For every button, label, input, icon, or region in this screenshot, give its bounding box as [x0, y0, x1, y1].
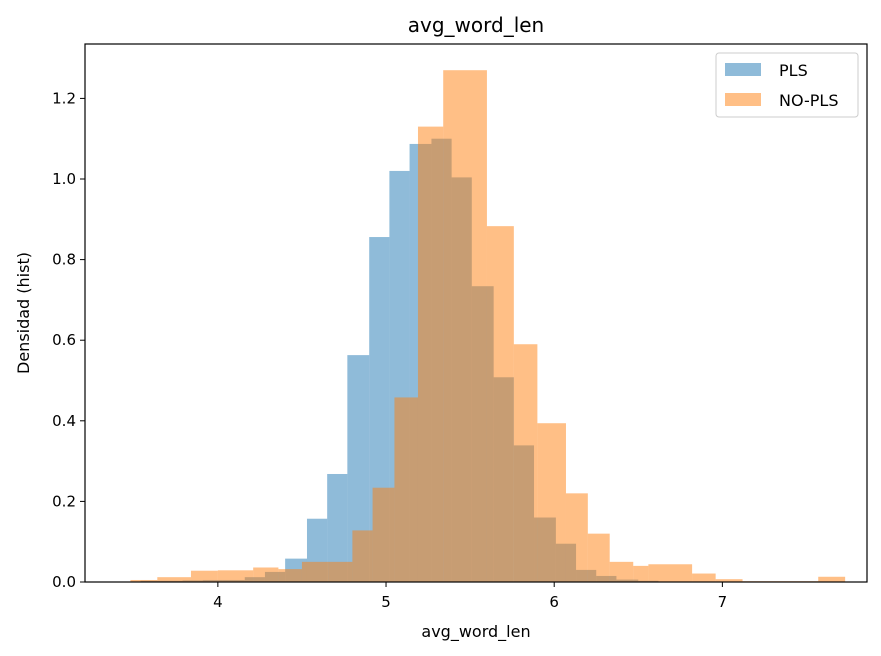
legend-label-no-pls: NO-PLS	[779, 91, 839, 110]
legend: PLS NO-PLS	[715, 52, 859, 118]
bar-no-pls	[253, 567, 279, 582]
bar-no-pls	[609, 561, 634, 582]
bar-no-pls	[278, 569, 302, 582]
bar-no-pls	[715, 579, 743, 582]
bar-no-pls	[486, 226, 514, 583]
x-tick-label: 7	[718, 593, 728, 611]
y-axis-label: Densidad (hist)	[14, 252, 33, 374]
x-axis-label: avg_word_len	[421, 622, 530, 642]
bar-no-pls	[692, 573, 716, 582]
y-tick-label: 0.6	[52, 331, 76, 349]
bar-no-pls	[217, 570, 254, 582]
bar-no-pls	[130, 579, 158, 582]
bar-no-pls	[537, 423, 566, 582]
bar-no-pls	[648, 564, 693, 582]
bars-layer	[130, 70, 846, 583]
x-tick-label: 4	[213, 593, 223, 611]
legend-label-pls: PLS	[779, 61, 808, 80]
y-tick-label: 1.2	[52, 89, 76, 107]
legend-swatch-no-pls	[725, 93, 761, 106]
x-tick-label: 5	[381, 593, 391, 611]
plot-frame	[84, 43, 868, 583]
chart-title: avg_word_len	[408, 13, 544, 37]
y-tick-label: 0.2	[52, 492, 76, 510]
series-no-pls	[130, 70, 846, 583]
bar-no-pls	[301, 561, 329, 582]
bar-no-pls	[513, 344, 538, 582]
bar-no-pls	[565, 493, 588, 582]
bar-no-pls	[157, 577, 191, 582]
legend-swatch-pls	[725, 63, 761, 76]
y-tick-label: 0.0	[52, 573, 76, 591]
y-tick-label: 0.4	[52, 412, 76, 430]
bar-no-pls	[417, 126, 444, 583]
bar-no-pls	[190, 570, 218, 582]
y-tick-label: 0.8	[52, 251, 76, 269]
bar-no-pls	[372, 487, 395, 582]
bar-no-pls	[443, 70, 487, 582]
bar-pls	[327, 473, 348, 582]
bar-no-pls	[633, 565, 649, 582]
bar-pls	[347, 355, 370, 582]
bar-no-pls	[328, 561, 353, 582]
bar-no-pls	[352, 530, 373, 582]
bar-no-pls	[587, 533, 610, 582]
x-tick-label: 6	[549, 593, 559, 611]
bar-no-pls	[394, 397, 418, 582]
bar-no-pls	[818, 576, 846, 582]
y-tick-label: 1.0	[52, 170, 76, 188]
ticks-layer: 4 5 6 7 0.0 0.2 0.4 0.6 0.8 1.0 1.2	[52, 89, 727, 611]
